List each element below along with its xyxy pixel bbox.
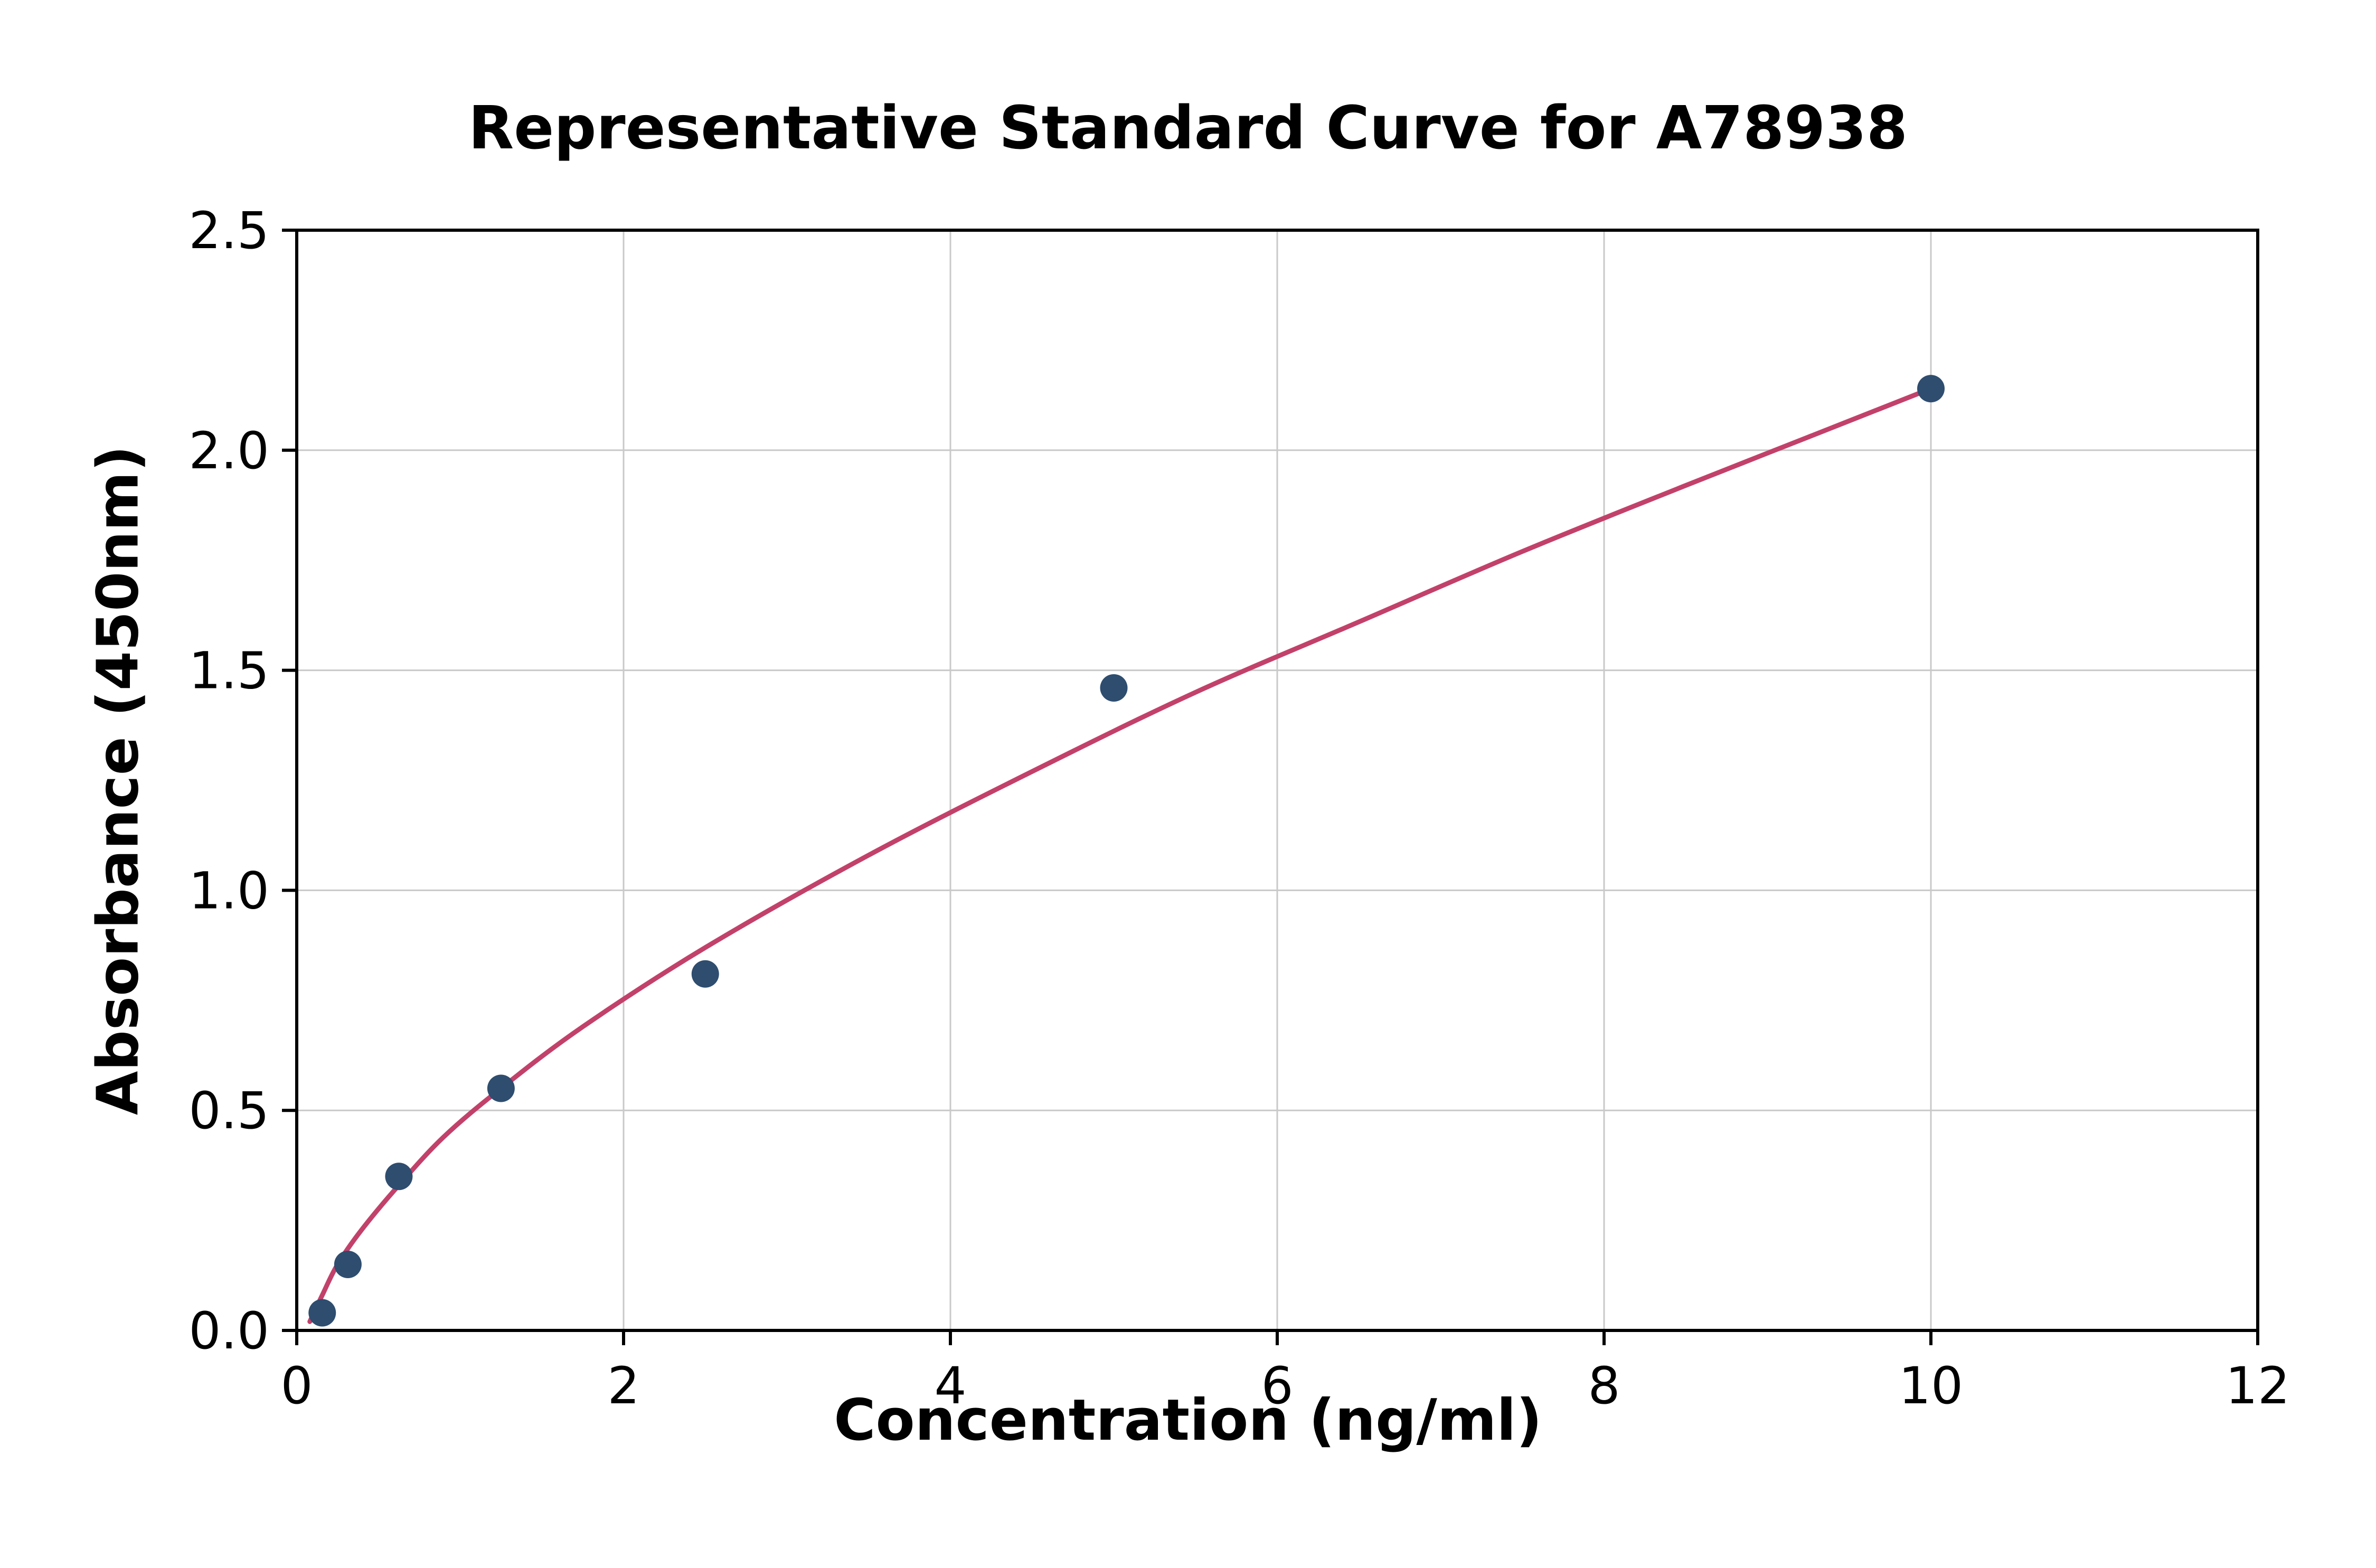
y-tick-label: 0.0 <box>188 1301 269 1361</box>
data-point <box>334 1250 362 1278</box>
chart-title: Representative Standard Curve for A78938 <box>468 94 1908 163</box>
x-tick-label: 4 <box>934 1356 966 1415</box>
x-tick-label: 0 <box>280 1356 313 1415</box>
x-tick-label: 8 <box>1588 1356 1620 1415</box>
x-axis-label: Concentration (ng/ml) <box>834 1387 1542 1453</box>
data-point <box>691 960 719 988</box>
x-tick-label: 10 <box>1899 1356 1963 1415</box>
data-point <box>308 1299 336 1327</box>
y-axis-label: Absorbance (450nm) <box>85 445 152 1116</box>
x-tick-label: 12 <box>2226 1356 2290 1415</box>
y-tick-label: 1.0 <box>188 861 269 920</box>
y-tick-label: 2.0 <box>188 421 269 480</box>
data-point <box>385 1163 413 1191</box>
y-tick-label: 0.5 <box>188 1081 269 1140</box>
data-point <box>487 1074 515 1102</box>
fit-curve <box>307 386 1934 1324</box>
x-tick-label: 2 <box>607 1356 639 1415</box>
y-tick-label: 1.5 <box>188 641 269 701</box>
y-tick-label: 2.5 <box>188 201 269 260</box>
plot-border <box>295 229 2259 1332</box>
x-tick-label: 6 <box>1261 1356 1293 1415</box>
data-point <box>1100 674 1128 702</box>
data-point <box>1917 375 1945 403</box>
